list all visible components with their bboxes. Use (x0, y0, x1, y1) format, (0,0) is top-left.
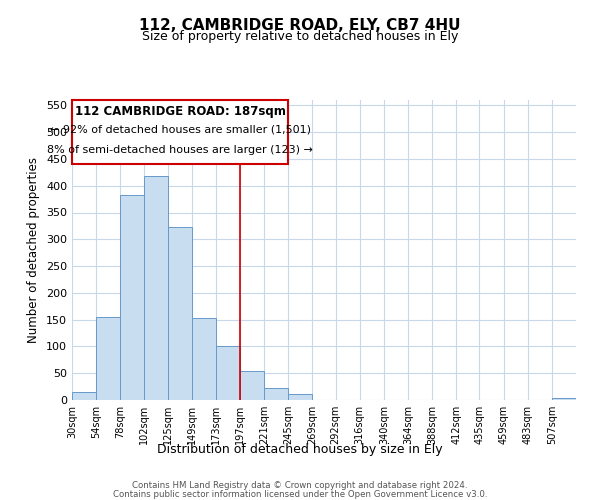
Text: Contains public sector information licensed under the Open Government Licence v3: Contains public sector information licen… (113, 490, 487, 499)
Text: 112 CAMBRIDGE ROAD: 187sqm: 112 CAMBRIDGE ROAD: 187sqm (75, 104, 286, 118)
Bar (288, 394, 313, 400)
Bar (216, 346, 240, 400)
Y-axis label: Number of detached properties: Number of detached properties (28, 157, 40, 343)
Text: Size of property relative to detached houses in Ely: Size of property relative to detached ho… (142, 30, 458, 43)
Text: Distribution of detached houses by size in Ely: Distribution of detached houses by size … (157, 442, 443, 456)
Text: 8% of semi-detached houses are larger (123) →: 8% of semi-detached houses are larger (1… (47, 144, 313, 154)
Bar (552, 398, 576, 400)
Bar (120, 196, 145, 400)
FancyBboxPatch shape (72, 100, 288, 164)
Bar (72, 392, 96, 400)
Text: ← 92% of detached houses are smaller (1,501): ← 92% of detached houses are smaller (1,… (50, 124, 311, 134)
Text: Contains HM Land Registry data © Crown copyright and database right 2024.: Contains HM Land Registry data © Crown c… (132, 481, 468, 490)
Text: 112, CAMBRIDGE ROAD, ELY, CB7 4HU: 112, CAMBRIDGE ROAD, ELY, CB7 4HU (139, 18, 461, 32)
Bar (145, 176, 167, 400)
Bar (240, 371, 264, 400)
Bar (192, 318, 216, 400)
Bar (96, 317, 120, 400)
Bar (167, 227, 192, 400)
Bar (264, 388, 288, 400)
